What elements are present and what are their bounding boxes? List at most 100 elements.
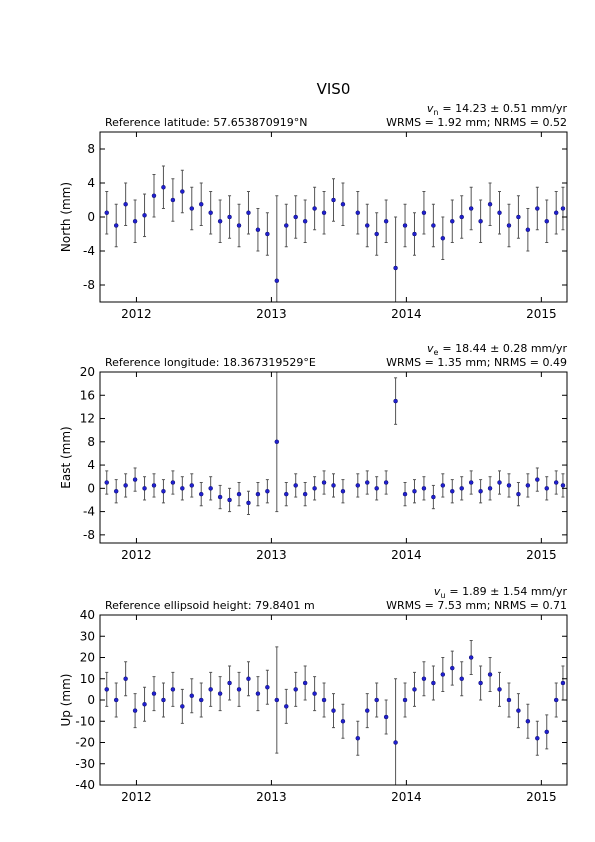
velocity: vu = 1.89 ± 1.54 mm/yr <box>434 585 568 600</box>
x-tick-label: 2013 <box>256 548 287 562</box>
data-point <box>506 483 512 488</box>
data-point <box>142 702 147 707</box>
velocity-subscript: n <box>433 108 438 117</box>
data-point <box>544 219 550 224</box>
y-tick-label: 10 <box>80 672 95 686</box>
data-point <box>293 214 298 220</box>
y-tick-label: 8 <box>87 435 95 449</box>
data-point <box>180 189 185 194</box>
data-point <box>535 477 540 482</box>
data-point <box>553 210 559 215</box>
x-tick-label: 2012 <box>121 548 152 562</box>
y-tick-label: -20 <box>75 736 95 750</box>
x-tick-label: 2012 <box>121 307 152 321</box>
velocity: ve = 18.44 ± 0.28 mm/yr <box>427 342 567 357</box>
y-tick-label: -30 <box>75 757 95 771</box>
data-point <box>450 488 455 494</box>
data-point <box>525 227 531 232</box>
y-tick-label: -8 <box>83 528 95 542</box>
stats: WRMS = 7.53 mm; NRMS = 0.71 <box>386 599 567 612</box>
data-point <box>383 480 389 485</box>
data-point <box>293 483 298 488</box>
data-point <box>208 210 213 215</box>
x-tick-label: 2015 <box>526 790 557 804</box>
data-point <box>374 486 379 491</box>
y-tick-label: 4 <box>87 458 95 472</box>
data <box>104 372 566 515</box>
data-point <box>123 202 128 207</box>
data-point <box>402 223 408 228</box>
data-point <box>506 697 512 703</box>
data-point <box>553 697 559 703</box>
annotation: Reference longitude: 18.367319529°E <box>105 356 316 369</box>
data-point <box>340 488 346 494</box>
data-point <box>544 486 550 491</box>
data-point <box>340 202 346 207</box>
data-point <box>374 231 379 237</box>
data-point <box>364 480 370 485</box>
data-point <box>255 227 261 232</box>
y-tick-label: 8 <box>87 142 95 156</box>
data-point <box>236 687 242 692</box>
data-point <box>312 691 317 696</box>
data-point <box>331 708 336 713</box>
y-axis-label: Up (mm) <box>59 674 73 727</box>
data-point <box>321 697 327 703</box>
data-point <box>321 480 327 485</box>
data-point <box>104 687 109 692</box>
data-point <box>180 486 185 491</box>
y-tick-label: 4 <box>87 176 95 190</box>
axes-frame <box>99 371 568 544</box>
data-point <box>284 223 289 228</box>
data-point <box>104 210 109 215</box>
y-tick-label: 0 <box>87 210 95 224</box>
data-point <box>208 687 213 692</box>
data-point <box>151 691 157 696</box>
x-tick-label: 2013 <box>256 790 287 804</box>
y-tick-label: 20 <box>80 651 95 665</box>
y-tick-label: -8 <box>83 278 95 292</box>
data-point <box>421 210 427 215</box>
data-point <box>189 206 195 211</box>
data-point <box>246 676 251 681</box>
velocity-text: = 14.23 ± 0.51 mm/yr <box>442 102 567 115</box>
y-tick-label: 20 <box>80 365 95 379</box>
data-point <box>161 697 166 703</box>
data-point <box>516 708 521 713</box>
data-point <box>478 680 483 686</box>
velocity-text: = 1.89 ± 1.54 mm/yr <box>449 585 567 598</box>
data-point <box>553 480 559 485</box>
data-point <box>123 483 128 488</box>
data-point <box>227 680 232 686</box>
data-point <box>189 483 195 488</box>
data-point <box>459 486 464 491</box>
data-point <box>161 488 166 494</box>
data-point <box>113 697 119 703</box>
data-point <box>161 185 166 190</box>
y-tick-label: -40 <box>75 778 95 792</box>
data-point <box>293 687 298 692</box>
data-point <box>421 486 427 491</box>
data-point <box>284 704 289 709</box>
y-tick-label: -4 <box>83 505 95 519</box>
chart-title: VIS0 <box>317 80 351 98</box>
data-point <box>255 691 261 696</box>
velocity-subscript: e <box>434 348 439 357</box>
data-point <box>431 223 436 228</box>
velocity-symbol: v <box>427 102 434 115</box>
y-tick-label: 30 <box>80 629 95 643</box>
y-axis-label: East (mm) <box>59 426 73 488</box>
velocity-symbol: v <box>427 342 434 355</box>
x-tick-label: 2014 <box>391 307 422 321</box>
data-point <box>198 697 204 703</box>
data-point <box>440 672 446 677</box>
y-tick-label: -10 <box>75 714 95 728</box>
y-tick-label: 12 <box>80 412 95 426</box>
data-point <box>535 206 540 211</box>
data-point <box>274 278 280 283</box>
x-tick-label: 2014 <box>391 548 422 562</box>
data-point <box>450 665 455 671</box>
